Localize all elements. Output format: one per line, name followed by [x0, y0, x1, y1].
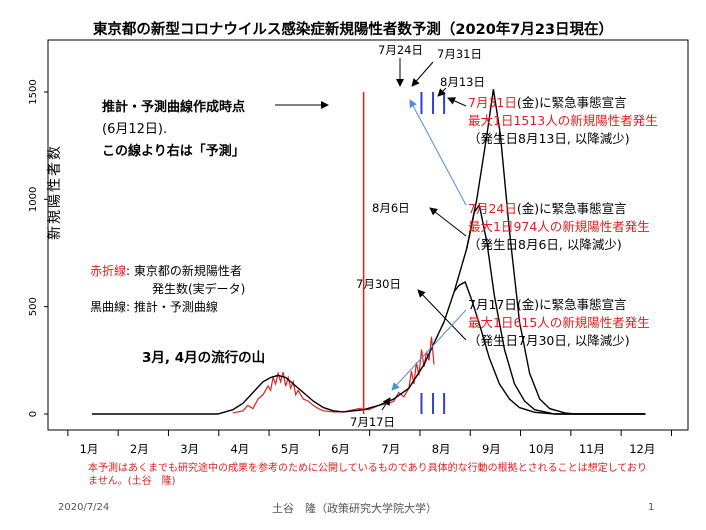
- label-aug13: 8月13日: [440, 75, 485, 89]
- x-axis: 1月 2月 3月 4月 5月 6月 7月 8月 9月 10月 11月 12月: [67, 430, 672, 456]
- x-tick-label-6: 7月: [381, 442, 400, 456]
- arrow-jul31: [411, 61, 434, 87]
- note-b-rest: (金)に緊急事態宣言: [516, 201, 627, 216]
- declaration-markers: [420, 92, 446, 414]
- note-a-max: 最大1日1513人の新規陽性者発生: [468, 113, 658, 128]
- note-c-max: 最大1日615人の新規陽性者発生: [468, 315, 650, 330]
- legend-red: 赤折線: 東京都の新規陽性者: [90, 262, 242, 279]
- series-line-2: [466, 203, 646, 415]
- x-tick-label-2: 3月: [180, 442, 199, 456]
- arrow-note-b-k: [429, 207, 467, 237]
- disclaimer: 本予測はあくまでも研究途中の成果を参考のために公開しているものであり具体的な行動…: [88, 463, 647, 487]
- note-b-date: 7月24日: [468, 201, 517, 216]
- arrow-note-c-k: [417, 289, 467, 341]
- note-c-peak: （発生日7月30日, 以降減少): [468, 333, 630, 348]
- arrow-note-a-blue: [409, 99, 467, 206]
- footer-page: 1: [648, 502, 655, 513]
- cutoff-note-line1: 推計・予測曲線作成時点: [102, 100, 246, 115]
- series-line-3: [453, 281, 646, 415]
- y-tick-label-2: 1000: [28, 187, 39, 212]
- x-tick-label-5: 6月: [331, 442, 350, 456]
- note-a-peak: （発生日8月13日, 以降減少): [468, 131, 630, 146]
- footer-author: 土谷 隆（政策研究大学院大学）: [272, 502, 437, 515]
- legend-black: 黒曲線: 推計・予測曲線: [90, 298, 218, 315]
- note-a-date: 7月31日: [468, 95, 517, 110]
- y-axis-label: 新規陽性者数: [47, 144, 63, 240]
- label-jul17: 7月17日: [350, 415, 395, 429]
- label-aug6: 8月6日: [372, 201, 410, 215]
- note-aug6-scenario: 7月24日(金)に緊急事態宣言 最大1日974人の新規陽性者発生 （発生日8月6…: [468, 200, 650, 254]
- legend-red-key: 赤折線: [90, 264, 127, 278]
- note-jul30-scenario: 7月17日(金)に緊急事態宣言 最大1日615人の新規陽性者発生 （発生日7月3…: [468, 296, 650, 350]
- x-tick-label-3: 4月: [230, 442, 249, 456]
- footer-date: 2020/7/24: [58, 502, 110, 513]
- plot-frame: [47, 39, 689, 431]
- series-line-1: [92, 89, 646, 415]
- x-tick-label-11: 12月: [629, 442, 655, 456]
- legend-black-text: : 推計・予測曲線: [126, 300, 218, 314]
- note-aug13-scenario: 7月31日(金)に緊急事態宣言 最大1日1513人の新規陽性者発生 （発生日8月…: [468, 94, 658, 148]
- y-tick-label-3: 1500: [28, 79, 39, 104]
- arrow-note-a: [447, 97, 467, 107]
- x-tick-label-4: 5月: [281, 442, 300, 456]
- label-jul30: 7月30日: [356, 277, 401, 291]
- arrow-note-c-blue: [391, 309, 467, 391]
- legend-black-key: 黒曲線: [90, 300, 127, 314]
- series-layer: [92, 89, 646, 415]
- x-tick-label-9: 10月: [529, 442, 555, 456]
- x-tick-label-0: 1月: [80, 442, 99, 456]
- y-axis: 0 500 1000 1500: [28, 79, 48, 417]
- note-a-rest: (金)に緊急事態宣言: [516, 95, 627, 110]
- legend-red-text: : 東京都の新規陽性者: [126, 264, 242, 278]
- y-tick-label-1: 500: [28, 297, 39, 316]
- y-tick-label-0: 0: [28, 411, 39, 417]
- x-tick-label-10: 11月: [579, 442, 605, 456]
- series-line-0: [232, 336, 435, 414]
- x-tick-label-7: 8月: [432, 442, 451, 456]
- label-jul31: 7月31日: [437, 47, 482, 61]
- note-c-head: 7月17日(金)に緊急事態宣言: [468, 297, 627, 312]
- x-tick-label-1: 2月: [130, 442, 149, 456]
- label-jul24: 7月24日: [378, 43, 423, 57]
- x-tick-label-8: 9月: [482, 442, 501, 456]
- cutoff-note-line2: (6月12日).: [102, 122, 168, 137]
- cutoff-note-line3: この線より右は「予測」: [102, 144, 245, 159]
- arrow-aug13: [437, 87, 447, 97]
- note-b-max: 最大1日974人の新規陽性者発生: [468, 219, 650, 234]
- arrow-jul17: [381, 397, 391, 411]
- legend-red-text2: 発生数(実データ): [152, 282, 246, 296]
- spring-peak-label: 3月, 4月の流行の山: [142, 350, 266, 366]
- chart-title: 東京都の新型コロナウイルス感染症新規陽性者数予測（2020年7月23日現在）: [92, 22, 614, 38]
- note-b-peak: （発生日8月6日, 以降減少): [468, 237, 622, 252]
- annotation-arrows: [275, 58, 467, 411]
